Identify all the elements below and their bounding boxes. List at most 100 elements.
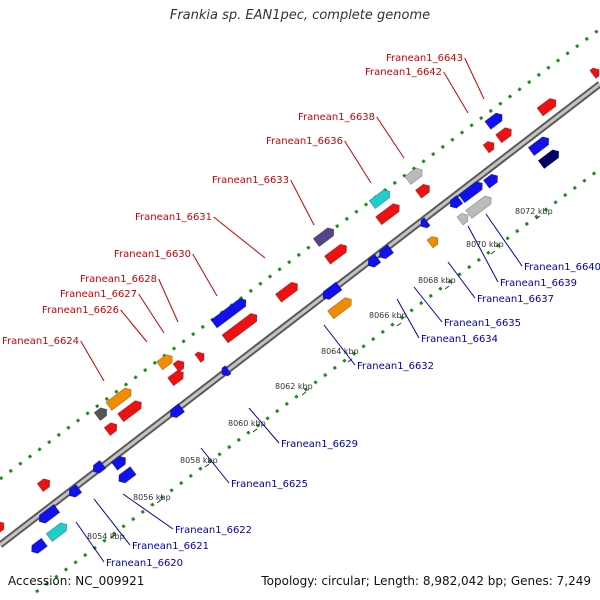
gene-arrow [465, 195, 492, 219]
label-leader-line [467, 225, 499, 283]
gene-label-bottom: Franean1_6637 [477, 294, 554, 305]
gene-arrow [274, 281, 298, 303]
gene-label-bottom: Franean1_6622 [175, 525, 252, 536]
gene-block [589, 67, 600, 79]
kbp-tick-mark [156, 499, 162, 504]
gene-arrow [93, 407, 108, 422]
gene-arrow [103, 422, 118, 437]
gene-label-bottom: Franean1_6632 [357, 361, 434, 372]
gene-arrow [367, 253, 382, 268]
gene-label-bottom: Franean1_6639 [500, 278, 577, 289]
gene-block [92, 459, 107, 474]
gene-arrow [117, 400, 142, 423]
gene-arrow [482, 141, 495, 154]
gene-block [367, 253, 382, 268]
gene-label-top: Franean1_6628 [80, 274, 157, 285]
gene-block [117, 400, 142, 423]
gene-block [221, 313, 258, 344]
gene-arrow [527, 136, 550, 157]
label-leader-line [213, 216, 266, 259]
gene-arrow [482, 173, 498, 189]
gene-block [458, 181, 483, 204]
label-leader-line [75, 521, 105, 563]
kbp-tick-label: 8066 kbp [369, 311, 407, 320]
gene-block [312, 227, 335, 248]
label-leader-line [290, 179, 315, 226]
gene-block [420, 217, 431, 229]
label-leader-line [138, 293, 165, 334]
gene-block [456, 213, 469, 226]
gene-block [482, 141, 495, 154]
kbp-tick-mark [396, 322, 402, 327]
gene-arrow [221, 365, 232, 377]
gene-arrow [323, 243, 347, 265]
gene-block [93, 407, 108, 422]
gene-arrow [68, 483, 83, 498]
gene-block [449, 194, 464, 209]
label-leader-line [122, 493, 174, 530]
kbp-tick-label: 8062 kbp [275, 382, 313, 391]
label-leader-line [192, 253, 218, 297]
gene-block [536, 98, 557, 117]
gene-block [103, 422, 118, 437]
label-leader-line [93, 498, 131, 546]
gene-block [323, 243, 347, 265]
gene-label-bottom: Franean1_6621 [132, 541, 209, 552]
kbp-tick-label: 8070 kbp [466, 240, 504, 249]
gene-arrow [495, 127, 512, 144]
gene-block [210, 298, 247, 329]
gene-label-bottom: Franean1_6635 [444, 318, 521, 329]
gene-arrow [368, 189, 391, 210]
gene-block [484, 112, 503, 130]
gene-block [327, 297, 352, 320]
gene-block [118, 466, 137, 484]
gene-block [482, 173, 498, 189]
gene-arrow [426, 236, 439, 249]
gene-block [375, 203, 400, 226]
gene-arrow [167, 370, 184, 387]
gene-arrow [414, 183, 430, 199]
gene-block [465, 195, 492, 219]
kbp-tick-label: 8060 kbp [228, 419, 266, 428]
gene-arrow [105, 387, 132, 411]
gene-arrow [110, 455, 126, 471]
gene-label-top: Franean1_6638 [298, 112, 375, 123]
gene-block [495, 127, 512, 144]
kbp-tick-mark [252, 428, 258, 433]
gene-block [274, 281, 298, 303]
gene-arrow [322, 281, 343, 300]
dotted-guide-line [0, 27, 600, 481]
gene-arrow [170, 403, 186, 419]
gene-label-bottom: Franean1_6634 [421, 334, 498, 345]
label-leader-line [464, 57, 485, 100]
gene-block [36, 478, 51, 493]
gene-block [404, 167, 423, 185]
gene-arrow [458, 181, 483, 204]
gene-arrow [375, 203, 400, 226]
gene-block [537, 149, 560, 170]
gene-arrow [156, 354, 173, 371]
label-leader-line [376, 116, 405, 159]
gene-arrow [172, 360, 185, 373]
kbp-tick-mark [535, 215, 541, 220]
gene-arrow [45, 522, 68, 543]
gene-arrow [118, 466, 137, 484]
label-leader-line [344, 140, 372, 184]
label-leader-line [443, 71, 469, 114]
label-leader-line [200, 447, 230, 484]
gene-label-top: Franean1_6643 [386, 53, 463, 64]
gene-label-top: Franean1_6636 [266, 136, 343, 147]
gene-block [426, 236, 439, 249]
gene-label-top: Franean1_6624 [2, 336, 79, 347]
gene-label-top: Franean1_6633 [212, 175, 289, 186]
gene-block [68, 483, 83, 498]
gene-arrow [484, 112, 503, 130]
accession-label: Accession: NC_009921 [8, 574, 145, 588]
gene-arrow [36, 478, 51, 493]
gene-arrow [312, 227, 335, 248]
gene-arrow [31, 537, 48, 554]
label-leader-line [447, 261, 476, 299]
kbp-tick-label: 8068 kbp [418, 276, 456, 285]
